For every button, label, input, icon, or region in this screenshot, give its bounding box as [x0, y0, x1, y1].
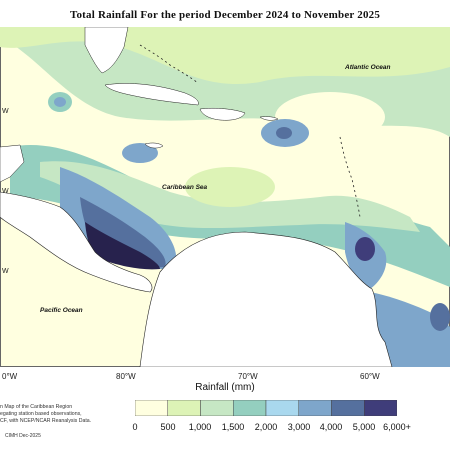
bahamas [139, 44, 199, 84]
colorbar-bin-500 [167, 400, 201, 416]
south-america-land [139, 231, 393, 367]
legend-tick: 2,000 [254, 422, 278, 432]
rain-zone-500-central [185, 167, 275, 207]
lat-tick-label: W [2, 108, 9, 115]
legend-title: Rainfall (mm) [195, 382, 255, 393]
puerto-rico-land [259, 116, 279, 121]
map-title: Total Rainfall For the period December 2… [69, 9, 381, 21]
legend-tick: 1,000 [188, 422, 212, 432]
colorbar-bin-0 [135, 400, 168, 416]
pacific-ocean-label: Pacific Ocean [40, 307, 83, 314]
lesser-antilles [339, 136, 361, 218]
legend-tick: 6,000+ [383, 422, 411, 432]
florida-land [84, 27, 129, 74]
legend-tick: 1,500 [221, 422, 245, 432]
colorbar-bin-5000 [364, 400, 397, 416]
rain-zone-3000-north [54, 97, 66, 107]
rain-zone-2000-guiana [369, 292, 450, 367]
jamaica-land [144, 142, 164, 149]
lon-tick-label: 80°W [116, 372, 136, 381]
legend-tick: 3,000 [287, 422, 311, 432]
rain-zone-3000-hispaniola [122, 143, 158, 163]
rainfall-colorbar [135, 400, 397, 416]
map-credit: CIMH Dec-2025 [5, 433, 41, 439]
rainfall-map: Atlantic Ocean Caribbean Sea Pacific Oce… [0, 27, 450, 367]
colorbar-bin-1500 [233, 400, 267, 416]
lat-tick-label: W [2, 188, 9, 195]
rain-zone-4000-cuba [276, 127, 292, 139]
colorbar-bin-3000 [298, 400, 332, 416]
lon-tick-label: 70°W [238, 372, 258, 381]
colorbar-bin-1000 [200, 400, 234, 416]
colorbar-bin-4000 [331, 400, 365, 416]
legend-tick: 4,000 [319, 422, 343, 432]
legend-tick: 5,000 [352, 422, 376, 432]
caribbean-sea-label: Caribbean Sea [162, 184, 208, 191]
lon-tick-label: 0°W [2, 372, 18, 381]
rain-zone-5000-venezuela [355, 237, 375, 261]
rain-zone-6000-central-america [85, 222, 160, 270]
hispaniola-land [199, 107, 246, 121]
yucatan-land [0, 144, 25, 183]
lat-tick-label: W [2, 268, 9, 275]
central-america-land [0, 191, 153, 293]
cuba-land [104, 83, 199, 106]
map-description: n Map of the Caribbean Region egating st… [0, 404, 92, 424]
legend-tick: 500 [160, 422, 176, 432]
colorbar-bin-2000 [265, 400, 299, 416]
rain-zone-4000-guiana [430, 303, 450, 331]
lon-tick-label: 60°W [360, 372, 380, 381]
legend-tick: 0 [132, 422, 138, 432]
atlantic-ocean-label: Atlantic Ocean [344, 64, 391, 71]
